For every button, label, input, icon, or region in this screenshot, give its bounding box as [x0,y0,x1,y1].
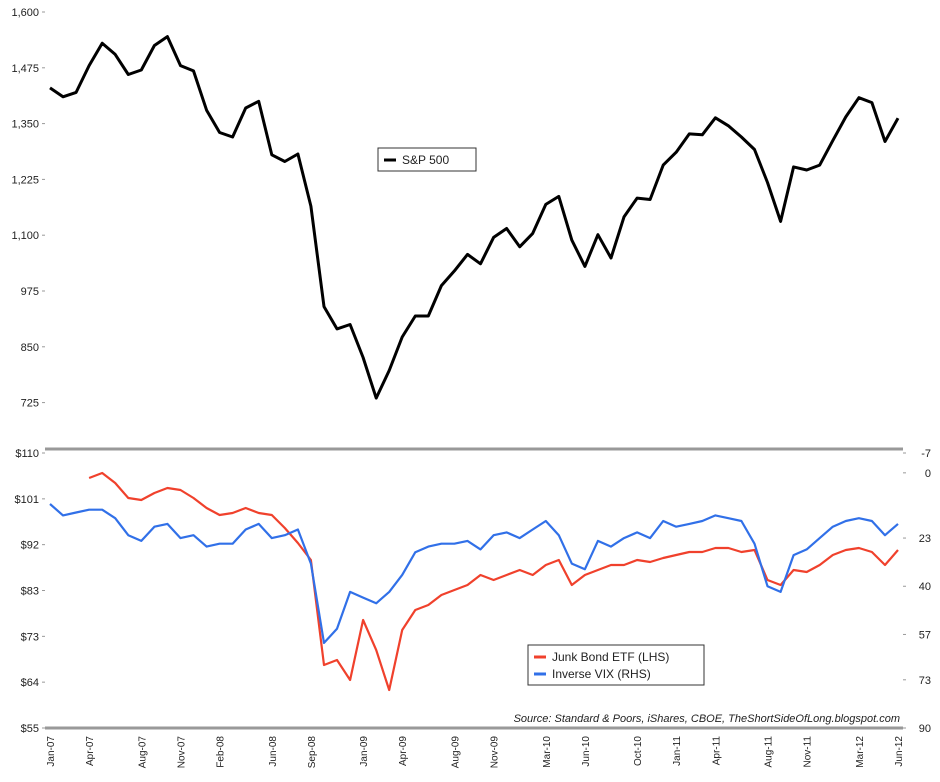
y2-tick-label: 40 [919,581,931,593]
y-tick-label: 975 [21,286,39,298]
y2-tick-label: 0 [925,468,931,480]
x-tick-label: Jun-12 [894,736,905,767]
series-line [49,35,900,400]
y-tick-label: 1,100 [11,230,39,242]
y2-tick-label: 90 [919,723,931,735]
legend-label: Junk Bond ETF (LHS) [552,650,669,664]
x-tick-label: Jan-11 [672,736,683,766]
y2-tick-label: 57 [919,629,931,641]
x-tick-label: Oct-10 [633,736,644,766]
y-tick-label: 1,350 [11,119,39,131]
x-tick-label: Feb-08 [216,736,227,768]
y-tick-label: $73 [21,631,39,643]
x-tick-label: Jan-09 [359,736,370,767]
legend-box [527,644,705,686]
x-tick-label: Jan-07 [46,736,57,767]
y-tick-label: $83 [21,586,39,598]
y-tick-label: 850 [21,342,39,354]
x-tick-label: Mar-12 [855,736,866,768]
legend-box [377,147,477,172]
x-tick-label: Apr-11 [711,736,722,766]
y-tick-label: $64 [21,677,39,689]
x-tick-label: Jun-10 [581,736,592,767]
legend-label: S&P 500 [402,153,449,167]
y-tick-label: $55 [21,723,39,735]
x-tick-label: Apr-07 [85,736,96,766]
x-tick-label: Aug-09 [450,736,461,769]
y2-tick-label: 23 [919,533,931,545]
x-tick-label: Nov-09 [490,736,501,769]
x-tick-label: Mar-10 [542,736,553,768]
y-tick-label: 1,475 [11,63,39,75]
x-tick-label: Apr-09 [398,736,409,766]
x-tick-label: Aug-07 [137,736,148,769]
y-tick-label: 725 [21,398,39,410]
y-tick-label: 1,600 [11,7,39,19]
x-tick-label: Jun-08 [268,736,279,767]
y-tick-label: 1,225 [11,174,39,186]
legend: S&P 500 [377,147,477,172]
x-tick-label: Nov-07 [176,736,187,769]
x-tick-label: Nov-11 [803,736,814,768]
y-tick-label: $92 [21,540,39,552]
x-tick-label: Aug-11 [764,736,775,768]
source-note: Source: Standard & Poors, iShares, CBOE,… [514,713,900,725]
legend: Junk Bond ETF (LHS) Inverse VIX (RHS) [527,644,705,686]
y2-tick-label: 73 [919,675,931,687]
legend-label: Inverse VIX (RHS) [552,667,651,681]
y-tick-label: $110 [15,448,39,460]
y2-tick-label: -7 [921,448,931,460]
series-line [49,503,899,644]
y-tick-label: $101 [15,494,39,506]
x-tick-label: Sep-08 [307,736,318,769]
